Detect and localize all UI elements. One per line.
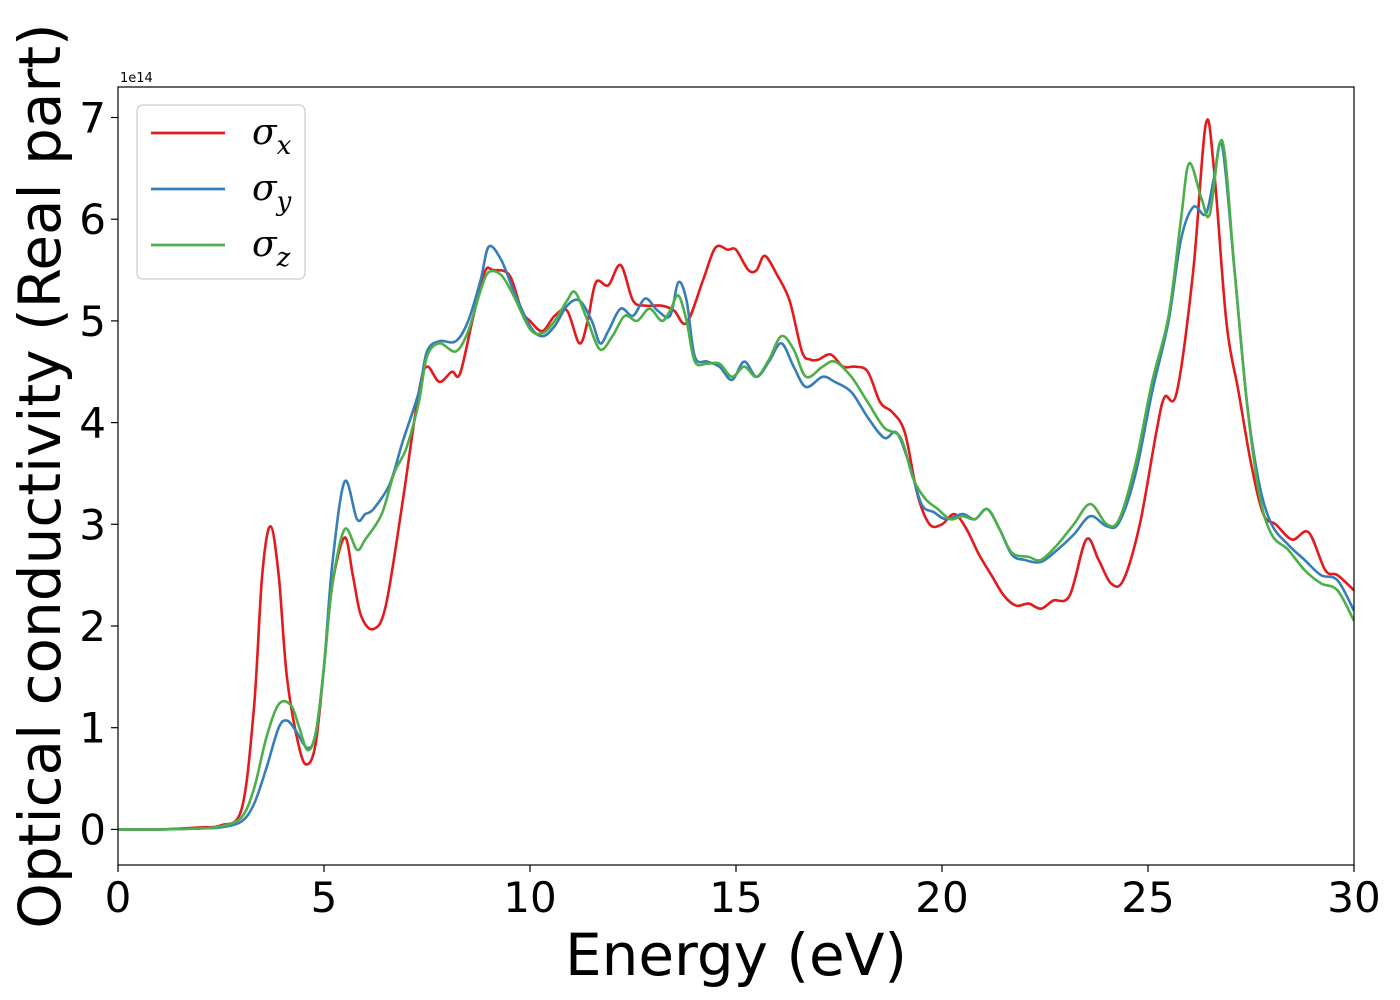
series-line-x <box>118 118 1354 831</box>
series-line-z <box>118 139 1354 831</box>
x-axis-ticks: 0 5 10 15 20 25 30 <box>105 865 1381 922</box>
x-tick-label: 30 <box>1327 873 1380 922</box>
x-axis-label: Energy (eV) <box>565 921 907 989</box>
series-layer <box>118 118 1354 831</box>
legend-label-y: σy <box>252 168 292 217</box>
x-tick-label: 0 <box>105 873 132 922</box>
x-tick-label: 5 <box>311 873 338 922</box>
y-tick-label: 0 <box>79 805 106 854</box>
y-tick-label: 3 <box>79 500 106 549</box>
y-tick-label: 6 <box>79 195 106 244</box>
series-line-y <box>118 141 1354 831</box>
y-tick-label: 5 <box>79 297 106 346</box>
legend-frame <box>136 104 306 280</box>
legend: σx σy σz <box>136 104 306 280</box>
x-tick-label: 15 <box>709 873 762 922</box>
y-tick-label: 1 <box>79 704 106 753</box>
x-tick-label: 10 <box>503 873 556 922</box>
y-axis-label: Optical conductivity (Real part) <box>6 23 74 928</box>
legend-label-x: σx <box>252 112 292 161</box>
x-tick-label: 25 <box>1121 873 1174 922</box>
legend-label-z: σz <box>252 224 291 273</box>
plot-area <box>118 118 1354 831</box>
y-tick-label: 4 <box>79 399 106 448</box>
y-tick-label: 2 <box>79 602 106 651</box>
y-tick-label: 7 <box>79 94 106 143</box>
y-offset-label: 1e14 <box>120 71 153 86</box>
x-tick-label: 20 <box>915 873 968 922</box>
y-axis-ticks: 0 1 2 3 4 5 6 7 <box>79 94 118 854</box>
